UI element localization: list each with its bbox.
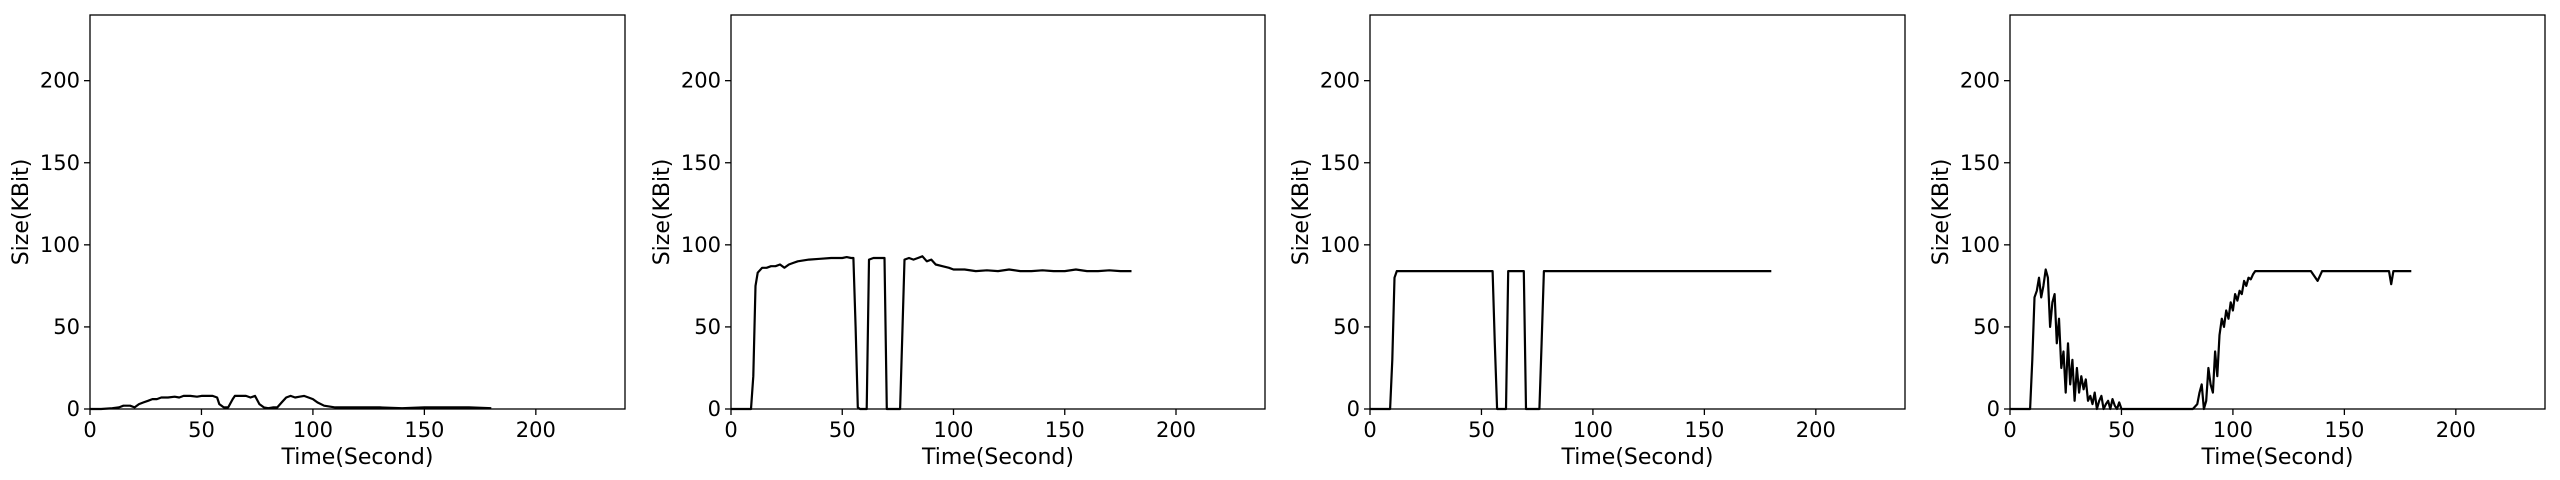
y-tick-label: 150 — [40, 151, 80, 175]
y-tick-label: 0 — [708, 397, 721, 421]
x-tick-label: 100 — [2213, 418, 2253, 442]
y-tick-label: 150 — [681, 151, 721, 175]
chart-panel-2: 0 50 100 150 200 0 50 100 150 200 Time(Second) Size… — [650, 14, 1266, 470]
y-tick-label: 200 — [40, 69, 80, 93]
y-tick-label: 100 — [681, 233, 721, 257]
y-tick-label: 50 — [1333, 315, 1360, 339]
x-tick-label: 0 — [83, 418, 96, 442]
axes-frame — [1369, 14, 1906, 410]
y-tick-label: 0 — [1987, 397, 2000, 421]
y-tick-label: 0 — [1347, 397, 1360, 421]
axes-frame — [730, 14, 1266, 410]
y-tick-label: 50 — [1973, 315, 2000, 339]
x-axis-label: Time(Second) — [281, 445, 434, 470]
y-tick-label: 100 — [1320, 233, 1360, 257]
x-tick-label: 200 — [2436, 418, 2476, 442]
series-line-1 — [2010, 268, 2412, 411]
x-tick-label: 150 — [2324, 418, 2364, 442]
chart-panel-1: 0 50 100 150 200 0 50 100 150 200 Time(Second) Size… — [9, 14, 626, 470]
x-tick-label: 150 — [1684, 418, 1724, 442]
chart-panel-4: 0 50 100 150 200 0 50 100 150 200 Time(Second) Size… — [1929, 14, 2546, 470]
axes-frame — [89, 14, 626, 410]
x-tick-label: 50 — [2108, 418, 2135, 442]
series-line-1 — [1370, 270, 1772, 411]
x-tick-label: 0 — [1363, 418, 1376, 442]
x-tick-label: 100 — [1573, 418, 1613, 442]
series-line-1 — [90, 394, 492, 411]
y-tick-label: 100 — [40, 233, 80, 257]
y-tick-label: 150 — [1960, 151, 2000, 175]
y-tick-label: 50 — [53, 315, 80, 339]
series-line-1 — [731, 255, 1132, 411]
chart-panel-3: 0 50 100 150 200 0 50 100 150 200 Time(Second) Size… — [1289, 14, 1906, 470]
y-tick-label: 200 — [1320, 69, 1360, 93]
y-axis-label: Size(KBit) — [650, 159, 675, 266]
x-axis-label: Time(Second) — [921, 445, 1074, 470]
y-tick-label: 200 — [681, 69, 721, 93]
x-tick-label: 200 — [516, 418, 556, 442]
axes-frame — [2009, 14, 2546, 410]
x-tick-label: 200 — [1156, 418, 1196, 442]
x-tick-label: 0 — [724, 418, 737, 442]
y-axis-label: Size(KBit) — [9, 159, 34, 266]
x-tick-label: 100 — [293, 418, 333, 442]
x-tick-label: 0 — [2003, 418, 2016, 442]
x-axis-label: Time(Second) — [1561, 445, 1714, 470]
y-axis-label: Size(KBit) — [1289, 159, 1314, 266]
x-axis-label: Time(Second) — [2201, 445, 2354, 470]
y-tick-label: 0 — [67, 397, 80, 421]
y-tick-label: 150 — [1320, 151, 1360, 175]
y-axis-label: Size(KBit) — [1929, 159, 1954, 266]
x-tick-label: 150 — [404, 418, 444, 442]
x-tick-label: 100 — [933, 418, 973, 442]
x-tick-label: 50 — [1468, 418, 1495, 442]
x-tick-label: 200 — [1796, 418, 1836, 442]
y-tick-label: 200 — [1960, 69, 2000, 93]
y-tick-label: 50 — [694, 315, 721, 339]
y-tick-label: 100 — [1960, 233, 2000, 257]
x-tick-label: 150 — [1045, 418, 1085, 442]
x-tick-label: 50 — [188, 418, 215, 442]
x-tick-label: 50 — [829, 418, 856, 442]
